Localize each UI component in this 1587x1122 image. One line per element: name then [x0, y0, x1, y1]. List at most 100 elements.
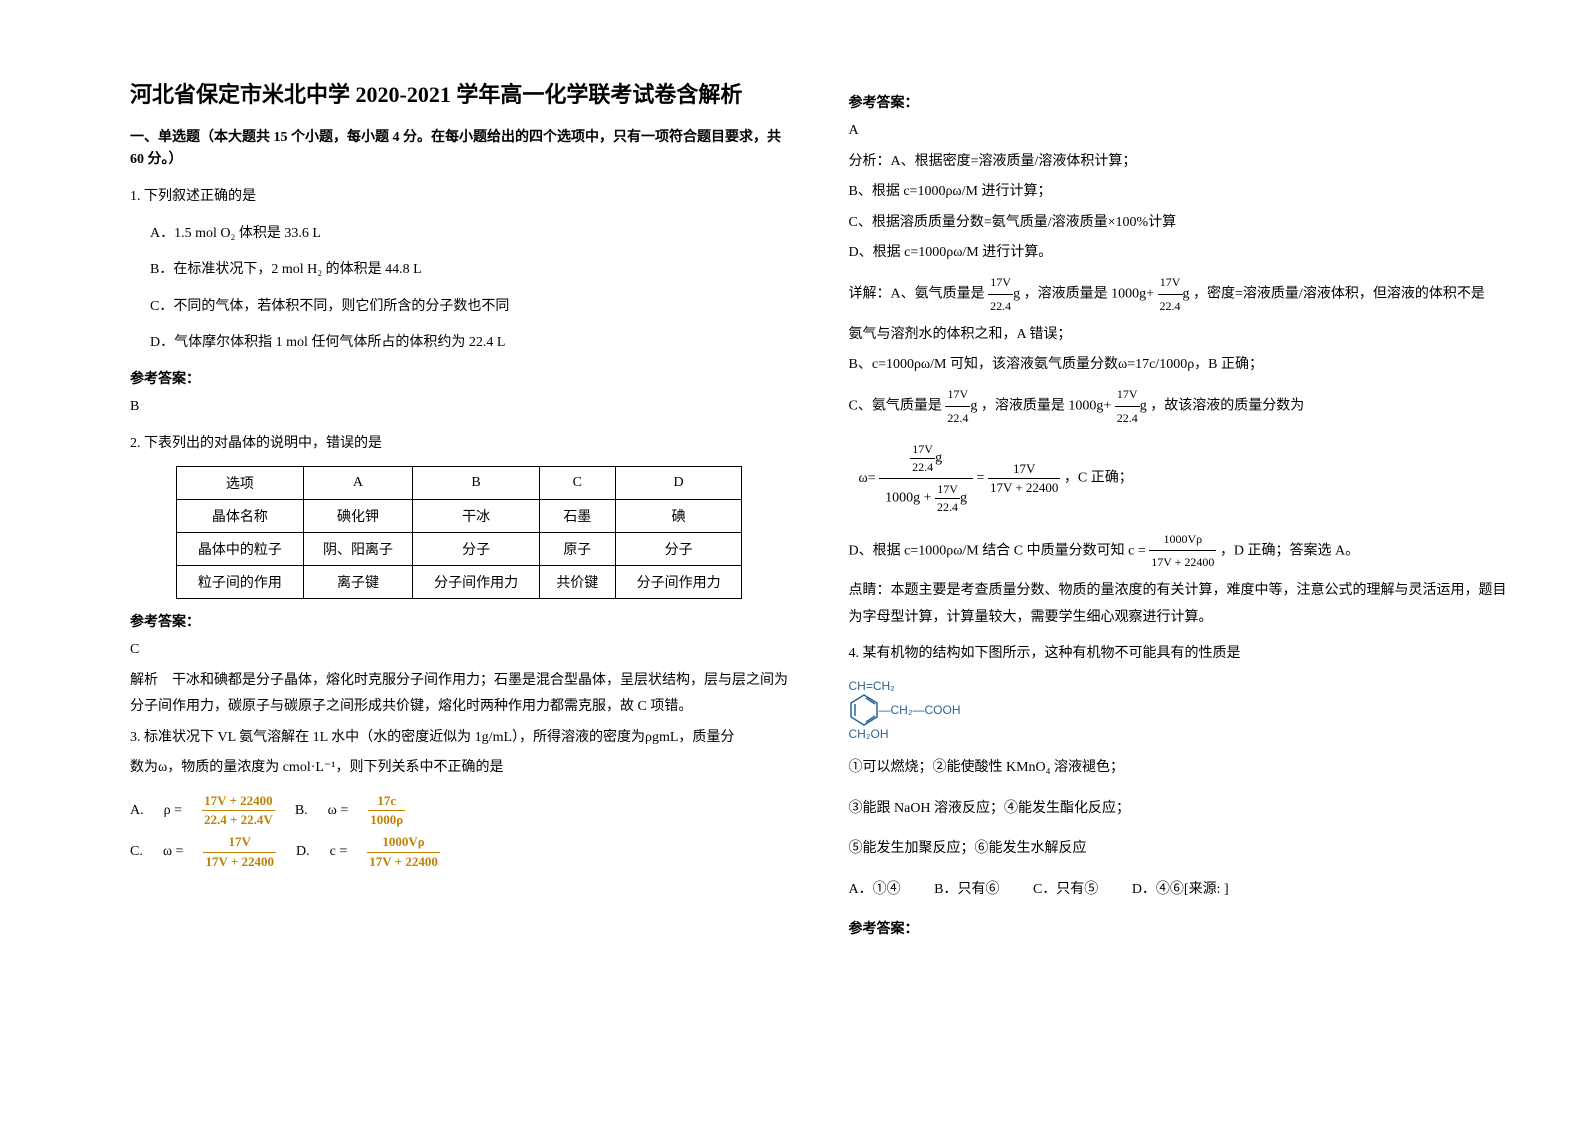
analysis-a: A、根据密度=溶液质量/溶液体积计算；	[891, 154, 1137, 169]
c-label: c =	[1128, 543, 1146, 558]
frac-den: 22.4	[1158, 295, 1183, 318]
table-cell: 分子	[615, 533, 742, 566]
frac-den: 22.4	[910, 459, 935, 476]
frac-num: 17V	[203, 833, 276, 852]
q1-answer: B	[130, 394, 789, 421]
struct-line3: CH₂OH	[849, 727, 1508, 741]
answer-label: 参考答案：	[130, 611, 789, 631]
table-cell: A	[303, 467, 413, 500]
table-row: 粒子间的作用 离子键 分子间作用力 共价键 分子间作用力	[177, 566, 742, 599]
omega-complex: ω= 17V 22.4 g 1000g + 17V 22.4 g = 17V 1…	[859, 439, 1508, 517]
frac-c: 17V 17V + 22400	[203, 833, 276, 870]
unit-g: g	[1183, 286, 1190, 301]
document-title: 河北省保定市米北中学 2020-2021 学年高一化学联考试卷含解析	[130, 80, 789, 111]
frac-den: 17V + 22400	[1149, 551, 1216, 574]
table-cell: B	[413, 467, 540, 500]
q1-option-b: B．在标准状况下，2 mol H₂ 的体积是 44.8 L	[150, 259, 789, 281]
detail-d2: ，D 正确；答案选 A。	[1220, 543, 1359, 558]
frac-den: 17V + 22400	[203, 853, 276, 871]
frac-result: 17V 17V + 22400	[988, 460, 1061, 497]
table-cell: 晶体中的粒子	[177, 533, 304, 566]
opt-c-label: C.	[130, 842, 143, 862]
frac-a: 17V + 22400 22.4 + 22.4V	[202, 792, 275, 829]
q2-explain: 解析 干冰和碘都是分子晶体，熔化时克服分子间作用力；石墨是混合型晶体，呈层状结构…	[130, 668, 789, 721]
frac-num: 17V	[1115, 383, 1140, 407]
table-row: 选项 A B C D	[177, 467, 742, 500]
q4-c: C．只有⑤	[1033, 877, 1098, 904]
q3-answer: A	[849, 118, 1508, 145]
opt-b-label: B.	[295, 801, 308, 821]
answer-label: 参考答案：	[849, 92, 1508, 112]
rho-eq: ρ =	[164, 801, 182, 821]
q4-a: A．①④	[849, 877, 901, 904]
frac-d: 1000Vρ 17V + 22400	[367, 833, 440, 870]
table-cell: 分子间作用力	[413, 566, 540, 599]
table-cell: 干冰	[413, 500, 540, 533]
q4-opt1: ①可以燃烧；②能使酸性 KMnO₄ 溶液褪色；	[849, 755, 1508, 782]
detail-d: D、根据 c=1000ρω/M 结合 C 中质量分数可知 c = 1000Vρ …	[849, 528, 1508, 575]
frac-den: 22.4 + 22.4V	[202, 811, 275, 829]
detail-d1: D、根据 c=1000ρω/M 结合 C 中质量分数可知	[849, 543, 1125, 558]
q2-stem: 2. 下表列出的对晶体的说明中，错误的是	[130, 431, 789, 456]
struct-line2: CH₂—COOH	[891, 703, 961, 717]
analysis-d: D、根据 c=1000ρω/M 进行计算。	[849, 240, 1508, 267]
frac-num: 17V	[988, 460, 1061, 479]
table-cell: 分子	[413, 533, 540, 566]
detail-c2: ，溶液质量是 1000g+	[981, 398, 1111, 413]
frac-inline: 17V 22.4	[945, 383, 970, 430]
q2-answer: C	[130, 637, 789, 664]
table-cell: 离子键	[303, 566, 413, 599]
table-cell: 晶体名称	[177, 500, 304, 533]
detail-a2: ，溶液质量是 1000g+	[1024, 286, 1154, 301]
q1-stem: 1. 下列叙述正确的是	[130, 184, 789, 209]
unit-g: g	[1013, 286, 1020, 301]
chem-structure: CH=CH₂ —CH₂—COOH CH₂OH	[849, 679, 1508, 742]
frac-den: 22.4	[935, 499, 960, 516]
frac-num: 17V	[1158, 271, 1183, 295]
omega-eq: ω =	[163, 842, 184, 862]
frac-num: 1000Vρ	[1149, 528, 1216, 552]
table-row: 晶体名称 碘化钾 干冰 石墨 碘	[177, 500, 742, 533]
section-header: 一、单选题（本大题共 15 个小题，每小题 4 分。在每小题给出的四个选项中，只…	[130, 127, 789, 172]
analysis-line: 分析：A、根据密度=溶液质量/溶液体积计算；	[849, 149, 1508, 176]
table-cell: 分子间作用力	[615, 566, 742, 599]
detail-a3: ，密度=溶液质量/溶液体积，但溶液的体积不是	[1193, 286, 1485, 301]
benzene-ring-icon	[849, 693, 879, 727]
c-end: ，C 正确；	[1064, 471, 1133, 486]
detail-b: B、c=1000ρω/M 可知，该溶液氨气质量分数ω=17c/1000ρ，B 正…	[849, 352, 1508, 379]
analysis-label: 分析：	[849, 154, 891, 169]
detail-c3: ，故该溶液的质量分数为	[1150, 398, 1304, 413]
answer-label: 参考答案：	[130, 368, 789, 388]
frac-den: 22.4	[1115, 407, 1140, 430]
q3-stem-p2: 数为ω，物质的量浓度为 cmol·L⁻¹，则下列关系中不正确的是	[130, 755, 789, 782]
table-cell: 碘化钾	[303, 500, 413, 533]
analysis-c: C、根据溶质质量分数=氨气质量/溶液质量×100%计算	[849, 210, 1508, 237]
bottom-text: 1000g +	[885, 490, 931, 505]
crystal-table: 选项 A B C D 晶体名称 碘化钾 干冰 石墨 碘 晶体中的粒子 阴、阳离子…	[176, 466, 742, 599]
q4-b: B．只有⑥	[934, 877, 999, 904]
detail-c: C、氨气质量是 17V 22.4 g ，溶液质量是 1000g+ 17V 22.…	[849, 383, 1508, 430]
frac-num: 17c	[368, 792, 405, 811]
analysis-b: B、根据 c=1000ρω/M 进行计算；	[849, 179, 1508, 206]
frac-den: 17V + 22400	[988, 479, 1061, 497]
q1-option-c: C．不同的气体，若体积不同，则它们所含的分子数也不同	[150, 296, 789, 318]
q4-d: D．④⑥[来源: ]	[1132, 877, 1229, 904]
q3-stem-p1: 3. 标准状况下 VL 氨气溶解在 1L 水中（水的密度近似为 1g/mL），所…	[130, 725, 789, 752]
c-eq: c =	[330, 842, 348, 862]
frac-num: 17V	[910, 441, 935, 459]
table-row: 晶体中的粒子 阴、阳离子 分子 原子 分子	[177, 533, 742, 566]
detail-a: 详解：A、氨气质量是 17V 22.4 g ，溶液质量是 1000g+ 17V …	[849, 271, 1508, 318]
detail-a4: 氨气与溶剂水的体积之和，A 错误；	[849, 322, 1508, 349]
opt-d-label: D.	[296, 842, 310, 862]
table-cell: 碘	[615, 500, 742, 533]
table-cell: D	[615, 467, 742, 500]
q3-options: A. ρ = 17V + 22400 22.4 + 22.4V B. ω = 1…	[130, 792, 789, 871]
table-cell: 选项	[177, 467, 304, 500]
detail-label: 详解：	[849, 286, 891, 301]
struct-line1: CH=CH₂	[849, 679, 1508, 693]
frac-den: 22.4	[988, 295, 1013, 318]
dianjing: 点睛：本题主要是考查质量分数、物质的量浓度的有关计算，难度中等，注意公式的理解与…	[849, 578, 1508, 631]
frac-num: 17V	[988, 271, 1013, 295]
table-cell: C	[539, 467, 615, 500]
frac-b: 17c 1000ρ	[368, 792, 405, 829]
